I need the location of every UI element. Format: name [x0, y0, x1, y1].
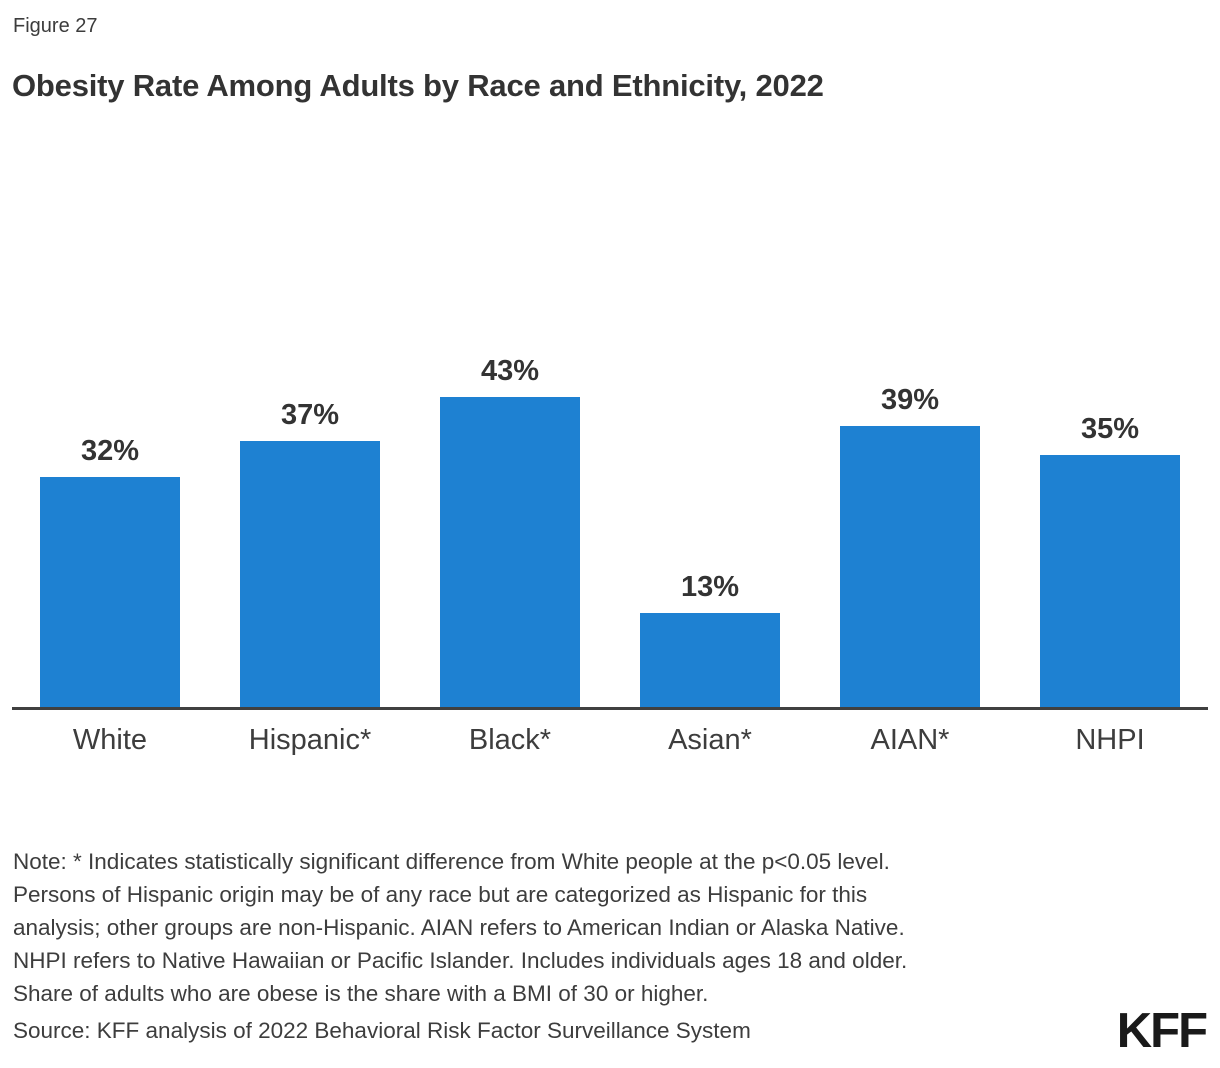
bar-group: 39%	[840, 384, 980, 707]
note-line: Share of adults who are obese is the sha…	[13, 981, 709, 1006]
note-block: Note: * Indicates statistically signific…	[13, 845, 1113, 1010]
x-axis-labels: White Hispanic* Black* Asian* AIAN* NHPI	[12, 724, 1208, 757]
bar	[840, 426, 980, 707]
bar	[440, 397, 580, 707]
note-line: NHPI refers to Native Hawaiian or Pacifi…	[13, 948, 908, 973]
x-axis-label: Hispanic*	[248, 724, 372, 756]
figure-number-label: Figure 27	[13, 15, 98, 37]
bar-group: 43%	[440, 355, 580, 707]
bar-group: 13%	[640, 571, 780, 707]
bar	[40, 477, 180, 707]
x-axis-label: AIAN*	[870, 724, 950, 756]
bar-value-label: 32%	[80, 435, 140, 467]
bar-value-label: 43%	[480, 355, 540, 387]
bar	[640, 613, 780, 707]
plot-area: 32% 37% 43% 13% 39% 35%	[12, 336, 1208, 710]
bar-value-label: 37%	[280, 399, 340, 431]
bar-value-label: 35%	[1080, 413, 1140, 445]
bar-group: 37%	[240, 399, 380, 707]
x-axis-label: White	[72, 724, 148, 756]
bar-group: 32%	[40, 435, 180, 707]
x-axis-label: Asian*	[668, 724, 752, 756]
x-axis-label: NHPI	[1075, 724, 1145, 756]
chart-title: Obesity Rate Among Adults by Race and Et…	[12, 68, 824, 103]
bar	[1040, 455, 1180, 707]
x-axis-label: Black*	[468, 724, 552, 756]
note-line: Persons of Hispanic origin may be of any…	[13, 882, 868, 907]
note-line: analysis; other groups are non-Hispanic.…	[13, 915, 905, 940]
bar-value-label: 13%	[680, 571, 740, 603]
bar-group: 35%	[1040, 413, 1180, 707]
bar	[240, 441, 380, 707]
source-line: Source: KFF analysis of 2022 Behavioral …	[13, 1018, 751, 1043]
bar-value-label: 39%	[880, 384, 940, 416]
kff-logo: KFF	[1116, 1004, 1208, 1058]
note-line: Note: * Indicates statistically signific…	[13, 849, 890, 874]
